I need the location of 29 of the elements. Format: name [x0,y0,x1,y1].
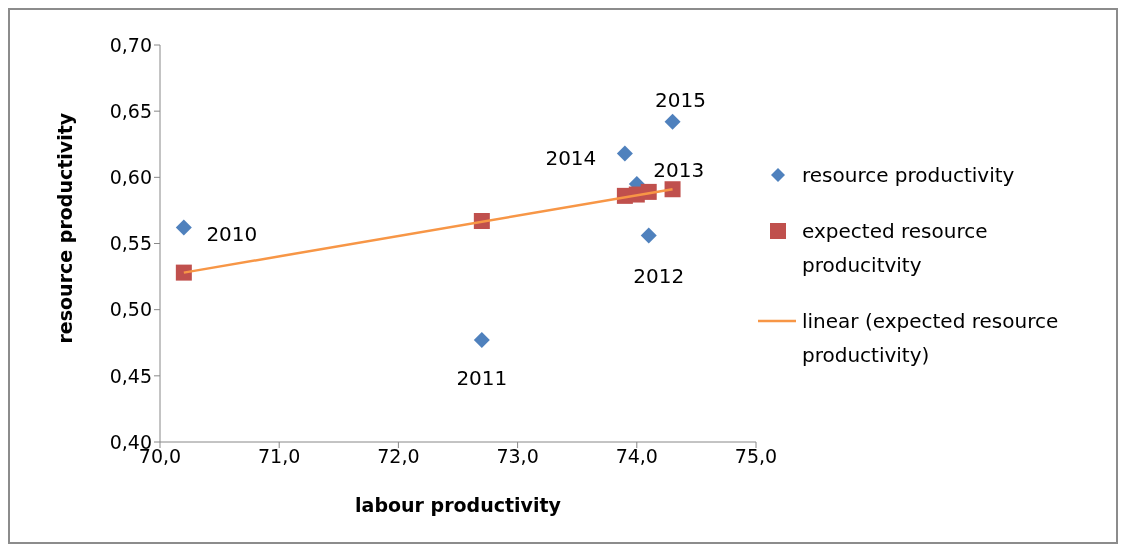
point [640,227,657,244]
x-tick-label: 73,0 [496,445,539,468]
x-tick-label: 72,0 [377,445,420,468]
y-tick-label: 0,60 [109,166,152,189]
annotation: 2014 [545,145,597,170]
x-tick-label: 71,0 [258,445,301,468]
y-tick-label: 0,50 [109,298,152,321]
y-tick-label: 0,70 [109,33,152,56]
x-tick-label: 75,0 [734,445,778,468]
point [664,113,681,130]
point [473,332,490,349]
y-tick-label: 0,55 [109,232,152,255]
x-tick-label: 74,0 [615,445,658,468]
y-tick-label: 0,45 [109,364,152,387]
x-axis-title: labour productivity [355,494,562,516]
point [616,145,633,162]
annotation: 2013 [653,158,705,183]
y-tick-label: 0,65 [109,99,152,122]
legend-label: expected resource producitvity [802,218,989,279]
y-axis-title: resource productivity [53,112,76,344]
legend-label: resource productivity [802,162,1015,189]
annotation: 2015 [655,87,707,112]
annotation: 2011 [456,366,508,391]
annotation: 2012 [633,263,685,288]
point [175,264,192,281]
point [664,181,681,198]
annotation: 2010 [206,221,258,246]
point [175,219,192,236]
legend-label: linear (expected resource productivity) [802,308,1060,369]
